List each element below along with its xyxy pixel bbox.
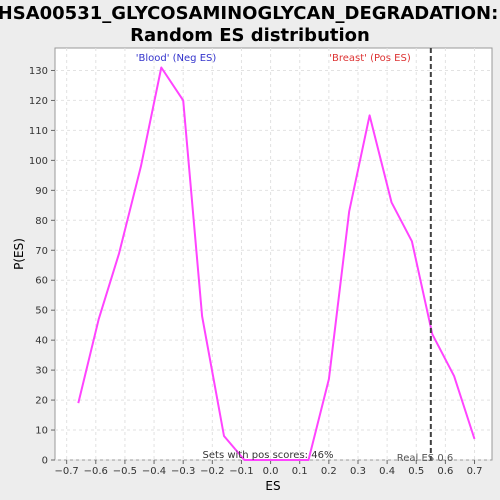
x-tick-label: 0.5 bbox=[408, 466, 424, 477]
y-tick-label: 80 bbox=[35, 216, 48, 227]
series bbox=[77, 66, 476, 461]
es-distribution-line bbox=[77, 66, 476, 461]
x-tick-label: 0.7 bbox=[467, 466, 483, 477]
x-tick-label: −0.7 bbox=[55, 466, 79, 477]
y-tick-label: 10 bbox=[35, 426, 48, 437]
axis-ticks: −0.7 −0.6 −0.5 −0.4 −0.3 −0.2 −0.1 0.0 0.1 0.2 0.3… bbox=[29, 66, 483, 477]
y-tick-label: 70 bbox=[35, 246, 48, 257]
chart-title-line2: Random ES distribution bbox=[130, 25, 370, 46]
x-tick-label: −0.3 bbox=[171, 466, 195, 477]
y-tick-label: 130 bbox=[29, 66, 48, 77]
y-tick-label: 40 bbox=[35, 336, 48, 347]
y-tick-label: 50 bbox=[35, 306, 48, 317]
y-tick-label: 20 bbox=[35, 396, 48, 407]
neg-es-label: 'Blood' (Neg ES) bbox=[136, 53, 217, 64]
x-tick-label: 0.2 bbox=[321, 466, 337, 477]
y-tick-label: 60 bbox=[35, 276, 48, 287]
x-tick-label: 0.3 bbox=[350, 466, 366, 477]
x-tick-label: −0.6 bbox=[84, 466, 108, 477]
x-tick-label: −0.4 bbox=[142, 466, 166, 477]
x-axis-label: ES bbox=[265, 479, 280, 493]
y-tick-label: 110 bbox=[29, 126, 48, 137]
chart-title-line1: HSA00531_GLYCOSAMINOGLYCAN_DEGRADATION: bbox=[0, 3, 498, 24]
y-tick-label: 120 bbox=[29, 96, 48, 107]
x-tick-label: 0.6 bbox=[437, 466, 453, 477]
y-tick-label: 100 bbox=[29, 156, 48, 167]
pos-es-label: 'Breast' (Pos ES) bbox=[329, 53, 411, 64]
grid bbox=[55, 48, 492, 461]
x-tick-label: 0.4 bbox=[379, 466, 395, 477]
y-axis-label: P(ES) bbox=[12, 238, 26, 270]
x-tick-label: −0.5 bbox=[113, 466, 137, 477]
y-tick-label: 30 bbox=[35, 366, 48, 377]
pos-scores-text: Sets with pos scores: 46% bbox=[203, 450, 334, 461]
y-tick-label: 90 bbox=[35, 186, 48, 197]
x-tick-label: 0.1 bbox=[292, 466, 308, 477]
x-tick-label: 0.0 bbox=[263, 466, 279, 477]
y-tick-label: 0 bbox=[42, 456, 48, 467]
plot-area bbox=[54, 47, 493, 461]
x-tick-label: −0.1 bbox=[229, 466, 253, 477]
real-es-text: Real ES 0.6 bbox=[397, 453, 453, 464]
x-tick-label: −0.2 bbox=[200, 466, 224, 477]
